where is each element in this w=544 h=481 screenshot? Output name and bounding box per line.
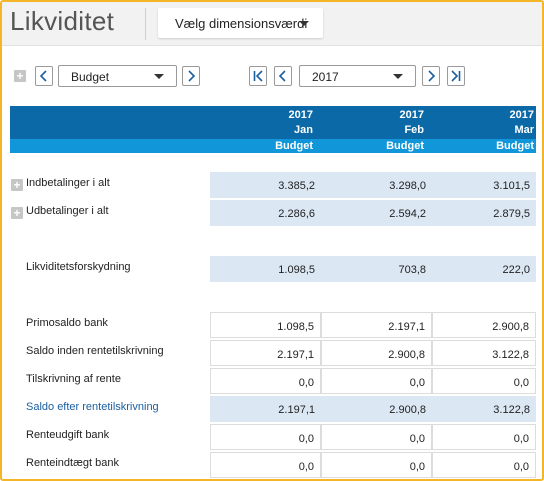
caret-down-icon (393, 74, 403, 79)
table-cell: 2.900,8 (321, 340, 432, 366)
table-cell: 3.101,5 (432, 172, 536, 198)
table-cell: 0,0 (432, 424, 536, 450)
table-cell: 0,0 (321, 452, 432, 478)
year-last-button[interactable] (447, 66, 465, 86)
scenario-next-button[interactable] (182, 66, 200, 86)
table-cell: 0,0 (321, 424, 432, 450)
col-1-month: Feb (404, 124, 424, 136)
scenario-prev-button[interactable] (35, 66, 53, 86)
caret-down-icon (154, 74, 164, 79)
table-cell: 0,0 (432, 368, 536, 394)
table-cell: 0,0 (432, 452, 536, 478)
col-0-type: Budget (275, 140, 313, 152)
table-cell: 2.197,1 (210, 396, 321, 422)
chevron-right-icon (428, 70, 436, 82)
table-cell: 222,0 (432, 256, 536, 282)
skip-last-icon (451, 70, 461, 82)
table-cell: 0,0 (321, 368, 432, 394)
table-cell: 3.122,8 (432, 340, 536, 366)
table-cell: 2.879,5 (432, 200, 536, 226)
year-first-button[interactable] (249, 66, 267, 86)
chevron-left-icon (278, 70, 286, 82)
column-header-band (10, 106, 536, 139)
col-2-year: 2017 (509, 109, 534, 121)
row-label: Likviditetsforskydning (26, 261, 131, 273)
row-label: Renteindtægt bank (26, 457, 119, 469)
table-cell: 3.385,2 (210, 172, 321, 198)
row-label: Saldo inden rentetilskrivning (26, 345, 164, 357)
col-1-type: Budget (386, 140, 424, 152)
table-cell: 1.098,5 (210, 312, 321, 338)
year-next-button[interactable] (422, 66, 440, 86)
row-label: Primosaldo bank (26, 317, 108, 329)
row-label[interactable]: Saldo efter rentetilskrivning (26, 401, 159, 413)
year-select[interactable]: 2017 (299, 65, 416, 87)
chevron-left-icon (39, 70, 47, 82)
chevron-right-icon (188, 70, 196, 82)
table-cell: 2.900,8 (432, 312, 536, 338)
table-cell: 2.286,6 (210, 200, 321, 226)
expand-row-icon[interactable]: + (11, 179, 23, 191)
skip-first-icon (253, 70, 263, 82)
expand-row-icon[interactable]: + (11, 207, 23, 219)
column-subheader-band (10, 139, 536, 153)
table-cell: 2.594,2 (321, 200, 432, 226)
col-2-month: Mar (514, 124, 534, 136)
row-label: Udbetalinger i alt (26, 205, 109, 217)
select-dimension-label: Vælg dimensionsværdi (175, 16, 308, 31)
caret-down-icon (299, 21, 309, 26)
col-0-month: Jan (294, 124, 313, 136)
row-label: Tilskrivning af rente (26, 373, 121, 385)
year-prev-button[interactable] (274, 66, 292, 86)
expand-all-icon[interactable]: + (14, 70, 26, 82)
select-dimension-button[interactable]: Vælg dimensionsværdi (158, 8, 323, 38)
table-cell: 703,8 (321, 256, 432, 282)
header-divider (145, 8, 146, 40)
year-select-value: 2017 (312, 70, 339, 84)
table-cell: 2.900,8 (321, 396, 432, 422)
row-label: Renteudgift bank (26, 429, 110, 441)
scenario-select[interactable]: Budget (58, 65, 177, 87)
page-title: Likviditet (10, 6, 115, 36)
table-cell: 2.197,1 (321, 312, 432, 338)
col-1-year: 2017 (399, 109, 424, 121)
col-2-type: Budget (496, 140, 534, 152)
table-cell: 3.122,8 (432, 396, 536, 422)
header-bar: Likviditet Vælg dimensionsværdi (2, 2, 542, 46)
table-cell: 1.098,5 (210, 256, 321, 282)
scenario-select-value: Budget (71, 70, 110, 84)
row-label: Indbetalinger i alt (26, 177, 110, 189)
table-cell: 3.298,0 (321, 172, 432, 198)
table-cell: 0,0 (210, 424, 321, 450)
table-cell: 0,0 (210, 368, 321, 394)
col-0-year: 2017 (288, 109, 313, 121)
table-cell: 2.197,1 (210, 340, 321, 366)
table-cell: 0,0 (210, 452, 321, 478)
